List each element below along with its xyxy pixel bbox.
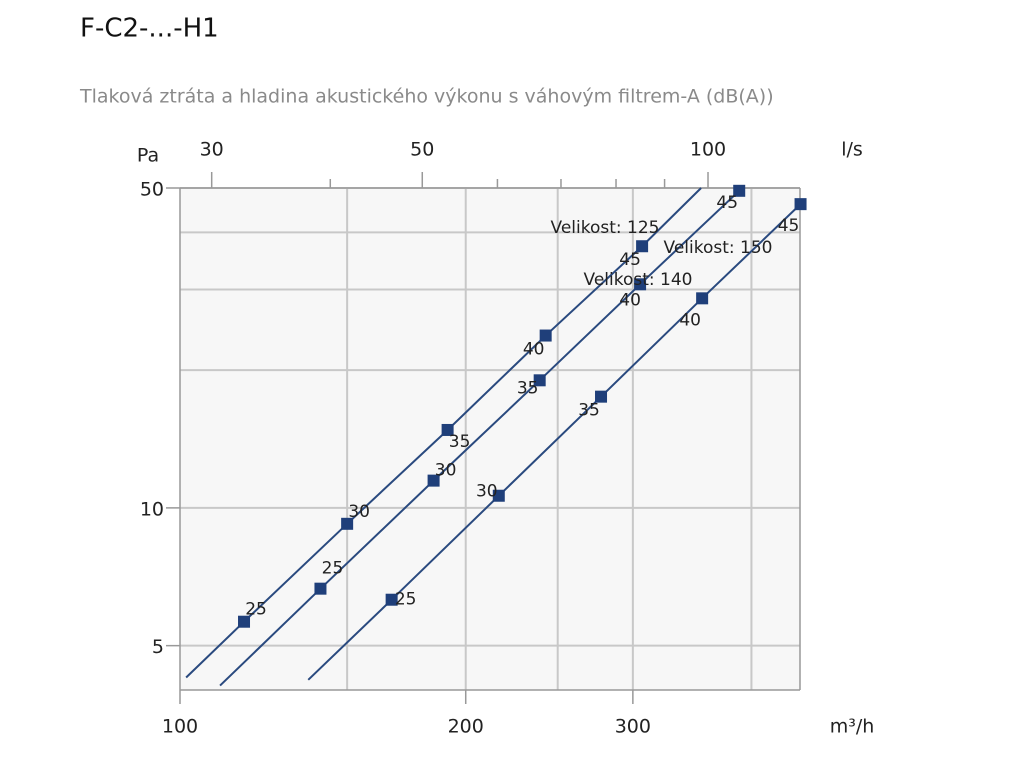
data-point	[539, 329, 552, 342]
x-tick-label: 100	[162, 716, 198, 738]
point-label: 45	[716, 193, 738, 213]
point-label: 35	[517, 378, 539, 398]
data-point	[696, 292, 709, 305]
point-label: 30	[348, 502, 370, 522]
point-label: 25	[245, 600, 267, 620]
data-point	[441, 423, 454, 436]
x2-axis-label: l/s	[841, 139, 863, 161]
data-point	[238, 615, 251, 628]
data-point	[314, 582, 327, 595]
point-label: 30	[435, 461, 457, 481]
x2-tick-label: 50	[410, 139, 434, 161]
point-label: 35	[449, 432, 471, 452]
series-name: Velikost: 150	[664, 238, 773, 258]
point-label: 40	[619, 290, 641, 310]
x2-tick-label: 30	[200, 139, 224, 161]
data-point	[385, 593, 398, 606]
point-label: 45	[619, 250, 641, 270]
point-label: 40	[679, 310, 701, 330]
data-point	[427, 474, 440, 487]
point-label: 25	[322, 559, 344, 579]
point-label: 35	[578, 401, 600, 421]
data-point	[595, 390, 608, 403]
data-point	[794, 198, 807, 211]
data-point	[341, 517, 354, 530]
data-point	[733, 184, 746, 197]
y-tick-label: 5	[152, 636, 164, 658]
chart-subtitle: Tlaková ztráta a hladina akustického výk…	[79, 86, 774, 108]
y-tick-label: 10	[140, 498, 164, 520]
y-axis-label: Pa	[137, 145, 159, 167]
y-tick-label: 50	[140, 179, 164, 201]
data-point	[634, 278, 647, 291]
chart-title: F-C2-...-H1	[80, 14, 219, 44]
point-label: 40	[523, 340, 545, 360]
plot-area	[180, 188, 800, 690]
data-point	[533, 374, 546, 387]
x-tick-label: 200	[448, 716, 484, 738]
data-point	[492, 489, 505, 502]
point-label: 30	[476, 482, 498, 502]
data-point	[636, 240, 649, 253]
x2-tick-label: 100	[690, 139, 726, 161]
point-label: 45	[778, 216, 800, 236]
point-label: 25	[395, 590, 417, 610]
series-line	[219, 190, 740, 687]
series-line	[307, 203, 802, 681]
x-axis-label: m³/h	[830, 716, 875, 738]
series-name: Velikost: 125	[551, 218, 660, 238]
series-name: Velikost: 140	[584, 270, 693, 290]
x-tick-label: 300	[615, 716, 651, 738]
